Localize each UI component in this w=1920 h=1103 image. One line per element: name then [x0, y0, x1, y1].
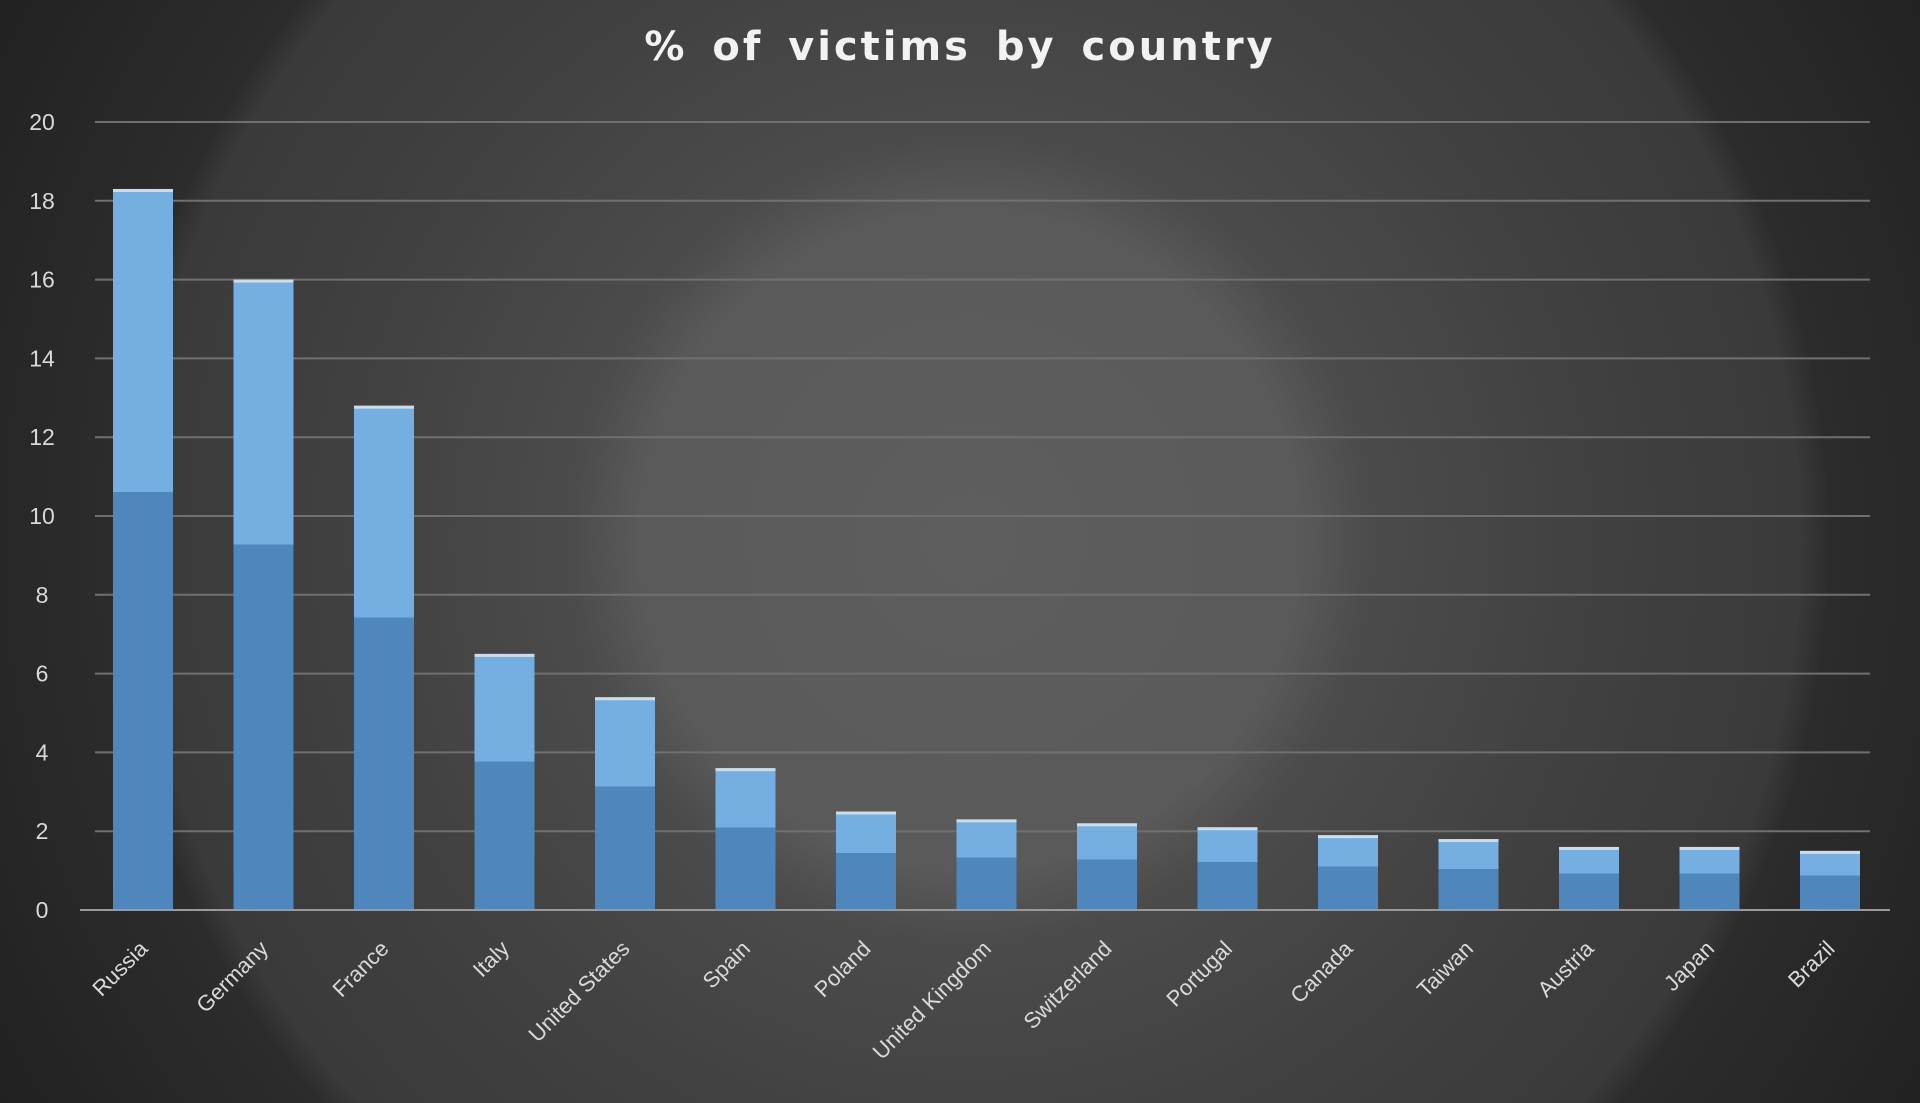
y-tick-label: 20 — [29, 109, 55, 135]
bar-cap — [595, 697, 655, 701]
bar-cap — [1318, 835, 1378, 839]
bar-cap — [1800, 850, 1860, 854]
bar — [1077, 823, 1137, 910]
bars — [113, 188, 1860, 911]
bar-cap — [1559, 846, 1619, 850]
x-tick-label: Japan — [1659, 936, 1719, 996]
x-tick-label: United Kingdom — [868, 936, 996, 1064]
bar — [836, 811, 896, 910]
bar-cap — [1679, 846, 1740, 850]
bar-cap — [1197, 827, 1258, 831]
y-tick-label: 6 — [36, 661, 49, 687]
y-tick-label: 18 — [29, 188, 55, 214]
bar — [1197, 827, 1258, 910]
x-tick-label: United States — [523, 936, 634, 1047]
x-tick-label: Portugal — [1161, 936, 1237, 1012]
x-tick-label: France — [327, 936, 393, 1002]
bar-cap — [233, 279, 294, 283]
bar — [233, 279, 294, 911]
y-tick-label: 12 — [29, 424, 55, 450]
y-tick-label: 10 — [29, 503, 55, 529]
bar-cap — [474, 653, 535, 657]
bar-cap — [1077, 823, 1137, 827]
bar — [1438, 839, 1499, 910]
x-tick-label: Russia — [87, 935, 153, 1001]
bar — [595, 697, 655, 910]
chart-title: % of victims by country — [644, 24, 1276, 70]
y-tick-label: 0 — [36, 897, 49, 923]
y-tick-label: 16 — [29, 267, 55, 293]
y-tick-label: 4 — [36, 739, 49, 765]
x-tick-label: Germany — [191, 936, 273, 1018]
x-tick-label: Austria — [1532, 935, 1599, 1002]
x-axis-ticks: Russia Germany France Italy United States Spa… — [87, 935, 1839, 1064]
bar — [474, 653, 535, 910]
bar — [1679, 846, 1740, 910]
bar — [715, 768, 776, 910]
bar-cap — [113, 188, 173, 192]
x-tick-label: Canada — [1285, 935, 1358, 1008]
bar-cap — [836, 811, 896, 815]
y-tick-label: 14 — [29, 345, 55, 371]
bar — [1800, 850, 1860, 910]
y-axis-ticks: 0 2 4 6 8 10 12 14 16 18 20 — [29, 109, 55, 923]
y-tick-label: 2 — [36, 818, 49, 844]
bar — [956, 819, 1017, 910]
bar — [1559, 846, 1619, 910]
x-tick-label: Brazil — [1783, 936, 1840, 993]
x-tick-label: Taiwan — [1412, 936, 1478, 1002]
bar — [354, 405, 414, 910]
y-tick-label: 8 — [36, 582, 49, 608]
bar-cap — [354, 405, 414, 409]
x-tick-label: Poland — [809, 936, 875, 1002]
bar-cap — [715, 768, 776, 772]
bar-cap — [1438, 839, 1499, 843]
bar-cap — [956, 819, 1017, 823]
bar — [113, 188, 173, 911]
x-tick-label: Switzerland — [1018, 936, 1116, 1034]
x-tick-label: Spain — [698, 936, 755, 993]
x-tick-label: Italy — [468, 936, 514, 982]
bar — [1318, 835, 1378, 910]
